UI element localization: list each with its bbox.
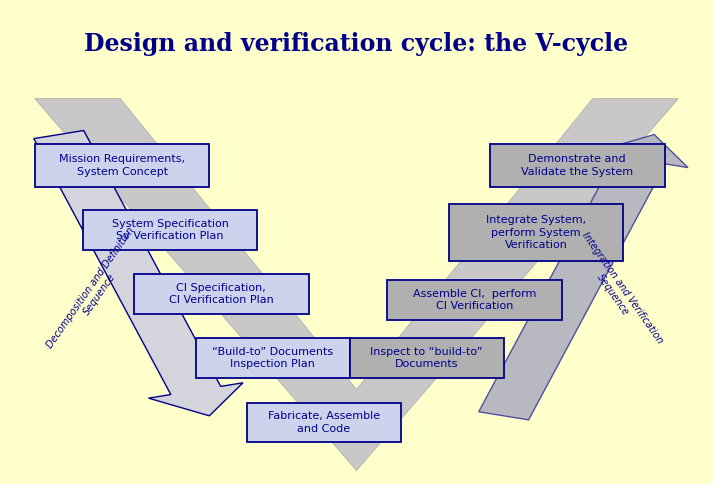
FancyBboxPatch shape bbox=[490, 144, 665, 187]
Text: Fabricate, Assemble
and Code: Fabricate, Assemble and Code bbox=[268, 411, 380, 434]
Text: CI Specification,
CI Verification Plan: CI Specification, CI Verification Plan bbox=[169, 283, 274, 305]
FancyBboxPatch shape bbox=[449, 204, 623, 261]
Text: Integration and Verification
Sequence: Integration and Verification Sequence bbox=[571, 230, 665, 352]
Text: “Build-to” Documents
Inspection Plan: “Build-to” Documents Inspection Plan bbox=[212, 347, 333, 369]
Text: Design and verification cycle: the V-cycle: Design and verification cycle: the V-cyc… bbox=[84, 31, 629, 56]
Polygon shape bbox=[478, 135, 688, 420]
Polygon shape bbox=[34, 131, 243, 416]
FancyBboxPatch shape bbox=[349, 338, 503, 378]
FancyBboxPatch shape bbox=[387, 280, 562, 319]
FancyBboxPatch shape bbox=[134, 274, 309, 314]
Text: Inspect to “build-to”
Documents: Inspect to “build-to” Documents bbox=[371, 347, 483, 369]
Text: Integrate System,
perform System
Verification: Integrate System, perform System Verific… bbox=[486, 215, 586, 250]
Text: Mission Requirements,
System Concept: Mission Requirements, System Concept bbox=[59, 154, 185, 177]
FancyBboxPatch shape bbox=[247, 403, 401, 442]
FancyBboxPatch shape bbox=[35, 144, 210, 187]
Text: Demonstrate and
Validate the System: Demonstrate and Validate the System bbox=[521, 154, 633, 177]
Polygon shape bbox=[35, 99, 678, 470]
FancyBboxPatch shape bbox=[195, 338, 349, 378]
Text: Assemble CI,  perform
CI Verification: Assemble CI, perform CI Verification bbox=[413, 288, 536, 311]
Text: Decomposition and Definition
Sequence: Decomposition and Definition Sequence bbox=[44, 226, 145, 357]
Text: System Specification
Sy Verification Plan: System Specification Sy Verification Pla… bbox=[111, 219, 228, 241]
FancyBboxPatch shape bbox=[83, 210, 257, 250]
